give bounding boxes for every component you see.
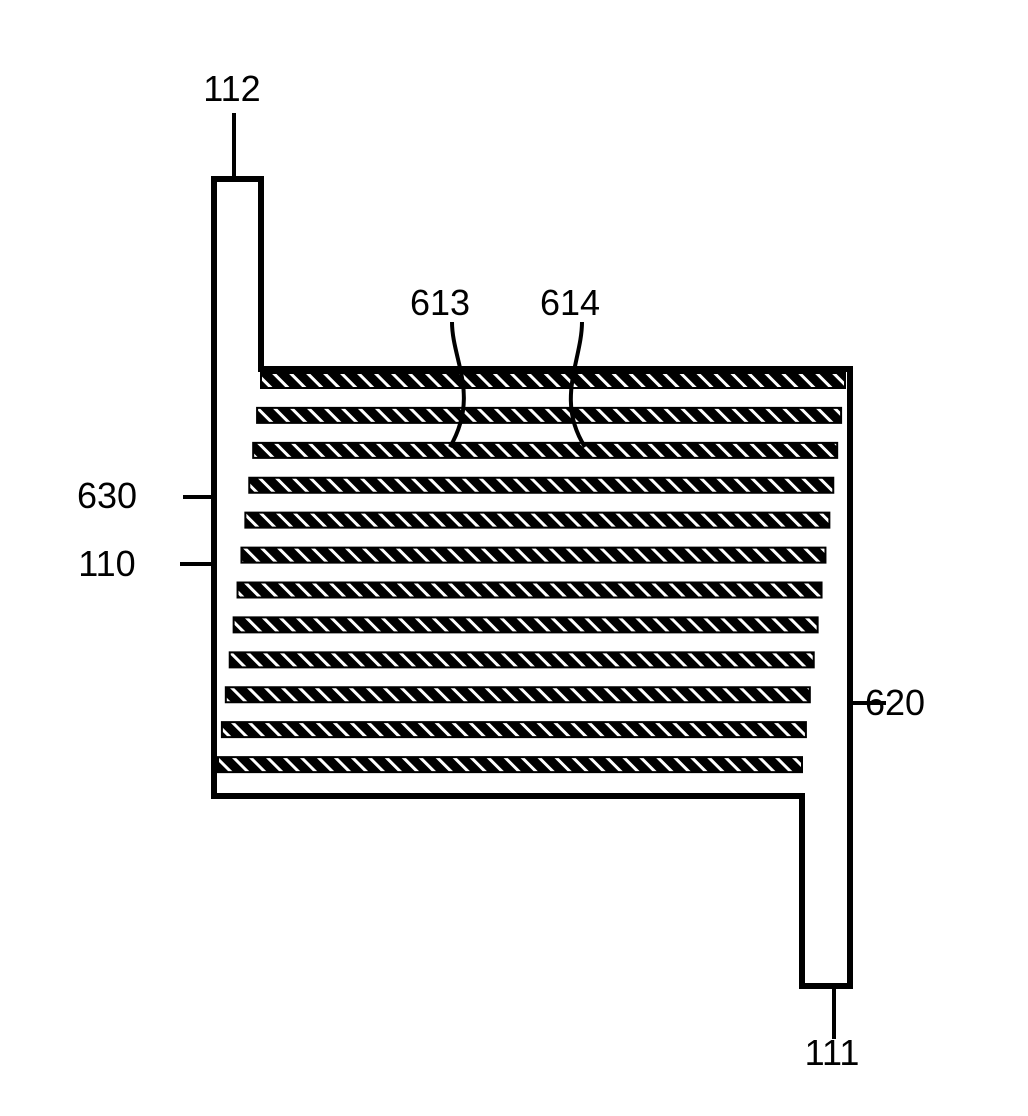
label-upper_mid_left: 613 — [410, 282, 470, 323]
stripe — [257, 408, 841, 423]
stripe — [249, 478, 833, 493]
label-bottom: 111 — [805, 1032, 860, 1073]
label-right: 620 — [865, 682, 925, 723]
diagram-canvas: 112 613 614 630 110 620 111 — [0, 0, 1028, 1111]
label-left_upper: 630 — [77, 475, 137, 516]
stripe — [230, 652, 814, 667]
stripe — [241, 548, 825, 563]
stripe — [245, 513, 829, 528]
stripe — [222, 722, 806, 737]
stripe — [238, 583, 822, 598]
stripe — [253, 443, 837, 458]
stripe — [226, 687, 810, 702]
stripe — [218, 757, 802, 772]
label-top: 112 — [203, 68, 260, 109]
label-upper_mid_right: 614 — [540, 282, 600, 323]
stripe — [234, 617, 818, 632]
stripe — [261, 373, 845, 388]
label-left_lower: 110 — [78, 543, 135, 584]
